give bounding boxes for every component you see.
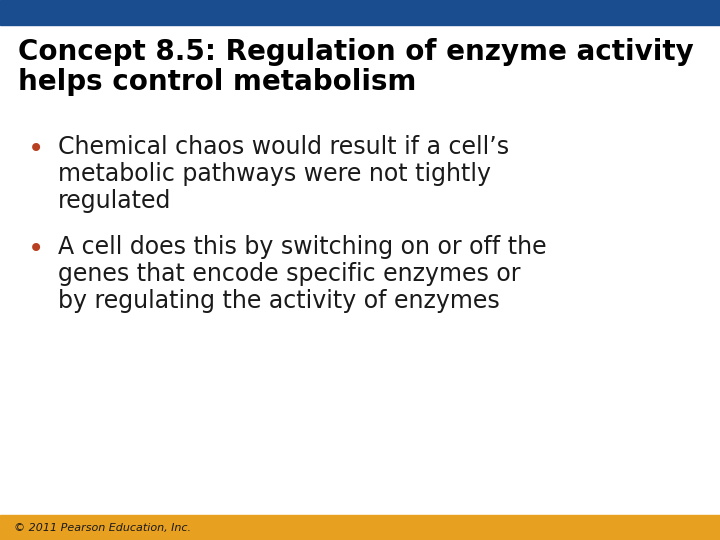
Text: genes that encode specific enzymes or: genes that encode specific enzymes or [58,262,521,286]
Text: •: • [28,235,44,263]
Bar [0,515,720,540]
Text: metabolic pathways were not tightly: metabolic pathways were not tightly [58,162,491,186]
Text: •: • [28,135,44,163]
Text: regulated: regulated [58,189,171,213]
Bar [0,0,720,25]
Text: Chemical chaos would result if a cell’s: Chemical chaos would result if a cell’s [58,135,509,159]
Text: © 2011 Pearson Education, Inc.: © 2011 Pearson Education, Inc. [14,523,191,532]
Text: helps control metabolism: helps control metabolism [18,68,416,96]
Text: by regulating the activity of enzymes: by regulating the activity of enzymes [58,289,500,313]
Text: A cell does this by switching on or off the: A cell does this by switching on or off … [58,235,546,259]
Text: Concept 8.5: Regulation of enzyme activity: Concept 8.5: Regulation of enzyme activi… [18,38,694,66]
